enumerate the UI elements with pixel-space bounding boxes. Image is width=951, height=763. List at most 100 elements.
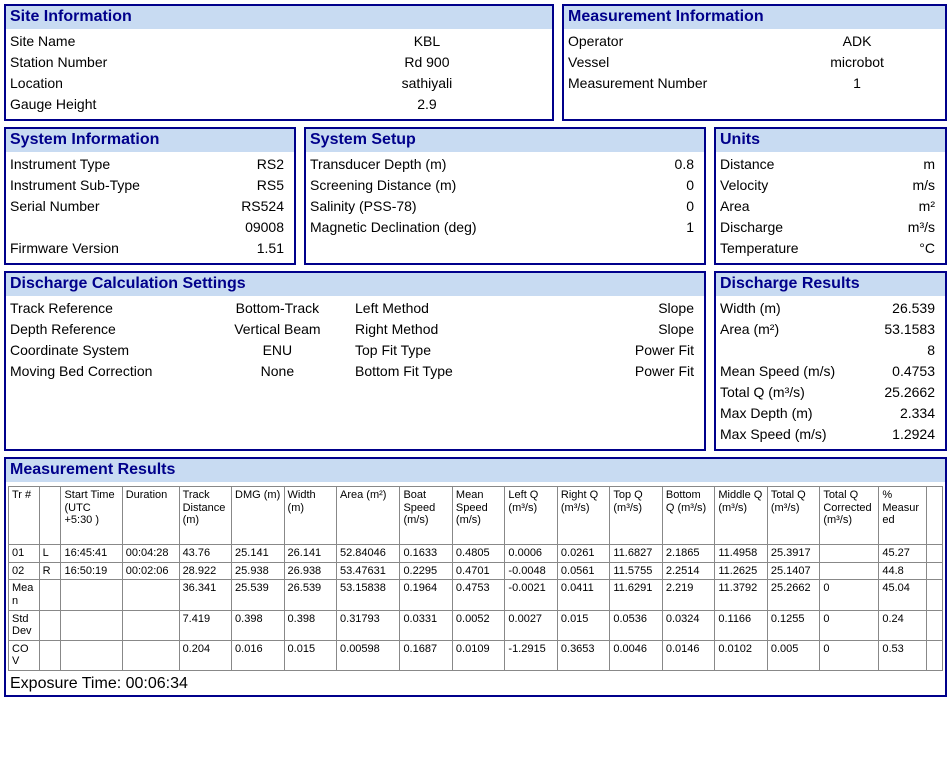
- kv-row: Site NameKBL: [10, 31, 548, 52]
- kv-label: Transducer Depth (m): [310, 154, 525, 175]
- kv-row: Distancem: [720, 154, 941, 175]
- site-information-panel: Site Information Site NameKBLStation Num…: [4, 4, 554, 121]
- kv-value: 1.51: [164, 238, 290, 259]
- kv-value: 1: [773, 73, 941, 94]
- table-cell: 44.8: [879, 562, 927, 580]
- table-cell: 25.1407: [767, 562, 819, 580]
- kv-value: m³/s: [842, 217, 941, 238]
- kv-row: Max Depth (m)2.334: [720, 403, 941, 424]
- table-cell: [927, 545, 943, 563]
- kv-value: 26.539: [842, 298, 941, 319]
- kv-row: Serial NumberRS524: [10, 196, 290, 217]
- table-cell: 0.005: [767, 640, 819, 670]
- kv-value: 0.4753: [842, 361, 941, 382]
- table-cell: 0.1255: [767, 610, 819, 640]
- table-cell: 0.015: [557, 610, 609, 640]
- table-row: COV0.2040.0160.0150.005980.16870.0109-1.…: [9, 640, 943, 670]
- table-cell: 0.4701: [452, 562, 504, 580]
- table-cell: [820, 545, 879, 563]
- table-header-cell: Right Q (m³/s): [557, 487, 609, 545]
- kv-value: m²: [842, 196, 941, 217]
- table-cell: 45.04: [879, 580, 927, 610]
- table-cell: [61, 610, 122, 640]
- kv-value: microbot: [773, 52, 941, 73]
- table-header-cell: Total Q Corrected (m³/s): [820, 487, 879, 545]
- kv-row: Right MethodSlope: [355, 319, 700, 340]
- kv-row: OperatorADK: [568, 31, 941, 52]
- units-panel: Units DistancemVelocitym/sAream²Discharg…: [714, 127, 947, 265]
- table-header-cell: Left Q (m³/s): [505, 487, 557, 545]
- table-cell: 7.419: [179, 610, 231, 640]
- kv-value: 8: [842, 340, 941, 361]
- dcs-right-column: Left MethodSlopeRight MethodSlopeTop Fit…: [355, 298, 700, 382]
- kv-value: Vertical Beam: [200, 319, 355, 340]
- table-cell: -0.0021: [505, 580, 557, 610]
- table-cell: [61, 640, 122, 670]
- table-cell: 11.4958: [715, 545, 767, 563]
- table-cell: 43.76: [179, 545, 231, 563]
- table-cell: 0.398: [284, 610, 336, 640]
- kv-row: Width (m)26.539: [720, 298, 941, 319]
- table-cell: 0.1964: [400, 580, 452, 610]
- kv-value: °C: [842, 238, 941, 259]
- table-cell: 26.141: [284, 545, 336, 563]
- table-header-cell: Track Distance (m): [179, 487, 231, 545]
- kv-label: Operator: [568, 31, 773, 52]
- table-header-cell: Total Q (m³/s): [767, 487, 819, 545]
- system-setup-panel: System Setup Transducer Depth (m)0.8Scre…: [304, 127, 706, 265]
- measurement-results-panel: Measurement Results Tr #Start Time (UTC …: [4, 457, 947, 697]
- kv-value: Slope: [545, 319, 700, 340]
- kv-value: KBL: [306, 31, 548, 52]
- kv-value: RS2: [164, 154, 290, 175]
- table-cell: 11.6827: [610, 545, 662, 563]
- table-cell: 0.0331: [400, 610, 452, 640]
- table-cell: 0.3653: [557, 640, 609, 670]
- kv-label: Screening Distance (m): [310, 175, 525, 196]
- table-cell: 25.2662: [767, 580, 819, 610]
- kv-value: 09008: [164, 217, 290, 238]
- table-header-cell: Middle Q (m³/s): [715, 487, 767, 545]
- table-cell: [39, 610, 61, 640]
- table-cell: 11.3792: [715, 580, 767, 610]
- kv-value: RS524: [164, 196, 290, 217]
- table-cell: 53.47631: [337, 562, 400, 580]
- table-cell: 0.0324: [662, 610, 714, 640]
- kv-label: Measurement Number: [568, 73, 773, 94]
- table-cell: 25.141: [232, 545, 284, 563]
- kv-label: [10, 217, 164, 238]
- table-cell: 0.015: [284, 640, 336, 670]
- table-cell: 0.0052: [452, 610, 504, 640]
- table-header-cell: Duration: [122, 487, 179, 545]
- kv-row: Aream²: [720, 196, 941, 217]
- table-cell: [927, 562, 943, 580]
- table-cell: 11.6291: [610, 580, 662, 610]
- kv-row: Instrument Sub-TypeRS5: [10, 175, 290, 196]
- kv-value: 25.2662: [842, 382, 941, 403]
- kv-row: Salinity (PSS-78)0: [310, 196, 700, 217]
- kv-value: Rd 900: [306, 52, 548, 73]
- table-cell: -0.0048: [505, 562, 557, 580]
- kv-value: Slope: [545, 298, 700, 319]
- kv-label: Area: [720, 196, 842, 217]
- kv-label: Left Method: [355, 298, 545, 319]
- table-cell: 0.0261: [557, 545, 609, 563]
- panel-header: Discharge Calculation Settings: [6, 273, 704, 296]
- table-cell: 0.0536: [610, 610, 662, 640]
- table-cell: 0.0046: [610, 640, 662, 670]
- table-cell: 0.53: [879, 640, 927, 670]
- table-cell: 0.1166: [715, 610, 767, 640]
- kv-row: Left MethodSlope: [355, 298, 700, 319]
- measurement-results-table: Tr #Start Time (UTC +5:30 )DurationTrack…: [8, 486, 943, 671]
- table-header-row: Tr #Start Time (UTC +5:30 )DurationTrack…: [9, 487, 943, 545]
- kv-label: Site Name: [10, 31, 306, 52]
- kv-label: Magnetic Declination (deg): [310, 217, 525, 238]
- kv-row: Locationsathiyali: [10, 73, 548, 94]
- table-cell: 0.4805: [452, 545, 504, 563]
- table-cell: 0.2295: [400, 562, 452, 580]
- kv-value: m: [842, 154, 941, 175]
- table-cell: 0.0109: [452, 640, 504, 670]
- kv-label: Max Speed (m/s): [720, 424, 842, 445]
- table-cell: 25.3917: [767, 545, 819, 563]
- table-header-cell: % Measured: [879, 487, 927, 545]
- measurement-information-panel: Measurement Information OperatorADKVesse…: [562, 4, 947, 121]
